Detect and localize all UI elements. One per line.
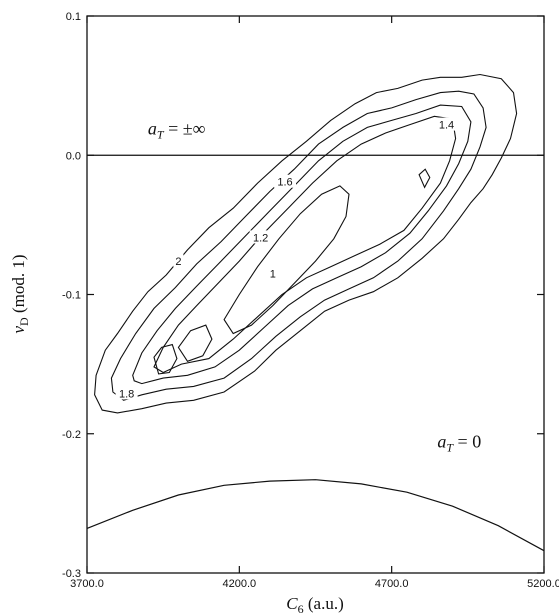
contour-label-bg <box>173 254 184 268</box>
contour-minimum-1 <box>418 168 431 189</box>
contour-label-bg <box>115 386 138 400</box>
contour-label-bg <box>435 117 458 131</box>
contour-label: 1.6 <box>277 177 292 189</box>
contour-lines <box>94 73 518 414</box>
contour-labels: 2 1.8 1.6 1.4 1.2 1 <box>115 117 458 400</box>
y-tick-label: -0.3 <box>62 568 81 580</box>
contour-label-bg <box>267 266 278 280</box>
contour-label-bg <box>249 230 272 244</box>
contour-minimum-0 <box>153 343 178 375</box>
x-tick-label: 4200.0 <box>223 578 257 590</box>
contour-level-2 <box>94 73 518 414</box>
annotations: aT = ±∞ aT = 0 <box>148 118 481 454</box>
y-axis-title: vD (mod. 1) <box>9 254 31 333</box>
x-tick-label: 4700.0 <box>375 578 409 590</box>
contour-label-bg <box>274 174 297 188</box>
contour-level-1 <box>177 324 213 362</box>
contour-level-1-6 <box>132 104 472 385</box>
y-tick-label: 0.0 <box>66 150 81 162</box>
reference-lines <box>86 154 545 552</box>
annotation-0: aT = ±∞ <box>148 118 206 141</box>
axis-ticks <box>86 15 545 574</box>
plot-frame <box>86 15 545 574</box>
contour-level-1-8 <box>110 90 487 401</box>
contour-label: 1.4 <box>439 120 454 132</box>
x-axis-title: C6 (a.u.) <box>286 594 343 615</box>
contour-level-1-2 <box>223 185 350 335</box>
y-tick-label: -0.1 <box>62 290 81 302</box>
contour-level-1-4 <box>153 115 457 374</box>
y-tick-label: 0.1 <box>66 11 81 23</box>
contour-label: 1.8 <box>119 388 134 400</box>
x-tick-label: 5200.0 <box>527 578 559 590</box>
y-tick-label: -0.2 <box>62 429 81 441</box>
reference-curve-a-t-zero <box>86 479 545 552</box>
x-tick-label: 3700.0 <box>70 578 104 590</box>
annotation-1: aT = 0 <box>437 432 481 455</box>
contour-label: 1 <box>270 269 276 281</box>
contour-label: 1.2 <box>253 232 268 244</box>
tick-labels: 3700.0 4200.0 4700.0 5200.0 0.1 0.0 -0.1 -0.2 -0… <box>62 11 559 590</box>
contour-label: 2 <box>175 256 181 268</box>
